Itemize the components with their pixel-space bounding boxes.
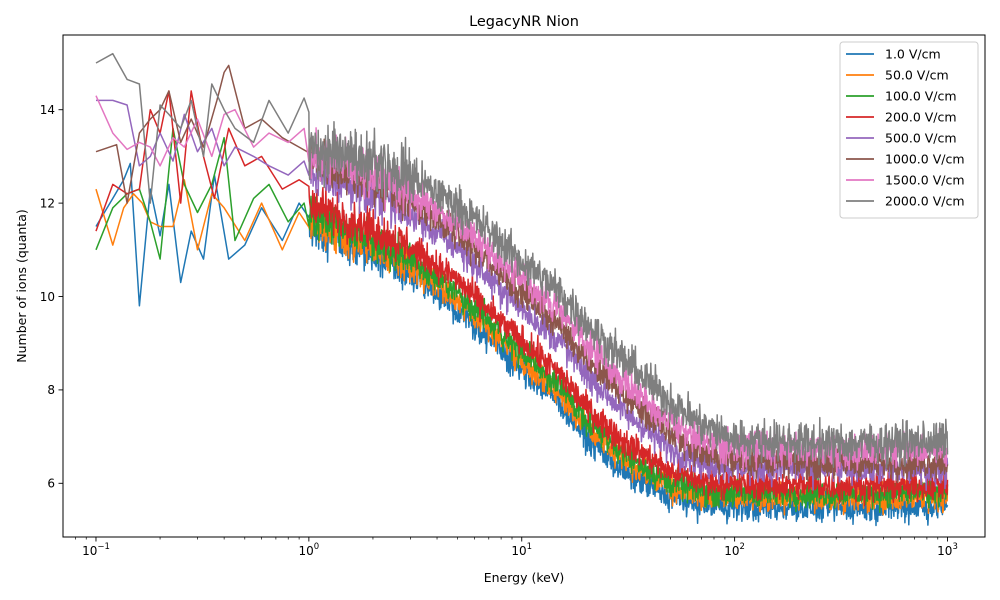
y-tick-label: 10 bbox=[40, 290, 55, 304]
series-layer bbox=[95, 52, 949, 527]
x-tick-label: 103 bbox=[937, 542, 958, 558]
legend: 1.0 V/cm 50.0 V/cm 100.0 V/cm 200.0 V/cm 500… bbox=[839, 41, 979, 219]
legend-entry: 1.0 V/cm bbox=[885, 47, 941, 62]
y-axis-label: Number of ions (quanta) bbox=[14, 209, 29, 363]
x-axis-label: Energy (keV) bbox=[484, 570, 565, 585]
plot-frame bbox=[62, 34, 986, 538]
legend-entry: 1500.0 V/cm bbox=[885, 173, 965, 188]
legend-entry: 1000.0 V/cm bbox=[885, 152, 965, 167]
series-line-8 bbox=[95, 52, 949, 469]
x-tick-label: 100 bbox=[299, 542, 320, 558]
x-tick-label: 10−1 bbox=[82, 542, 110, 558]
x-axis: 10−1 100 101 102 103 bbox=[74, 537, 958, 558]
legend-entry: 500.0 V/cm bbox=[885, 131, 957, 146]
legend-box bbox=[839, 41, 979, 219]
x-tick-label: 101 bbox=[511, 542, 532, 558]
legend-entry: 2000.0 V/cm bbox=[885, 194, 965, 209]
chart-title: LegacyNR Nion bbox=[469, 14, 579, 30]
y-tick-label: 8 bbox=[47, 383, 55, 397]
y-tick-label: 12 bbox=[40, 196, 55, 210]
legend-entry: 50.0 V/cm bbox=[885, 68, 949, 83]
y-tick-label: 6 bbox=[47, 477, 55, 491]
legend-entry: 200.0 V/cm bbox=[885, 110, 957, 125]
y-tick-label: 14 bbox=[40, 103, 55, 117]
series-line-4 bbox=[95, 90, 949, 507]
y-axis: 6 8 10 12 14 bbox=[40, 103, 63, 491]
legend-entry: 100.0 V/cm bbox=[885, 89, 957, 104]
x-tick-label: 102 bbox=[724, 542, 745, 558]
